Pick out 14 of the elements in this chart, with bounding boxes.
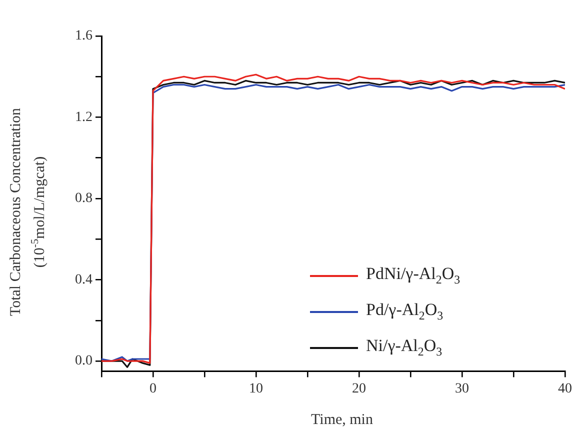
y-tick-label: 0.4 [75,272,92,288]
x-tick-label: 30 [455,381,469,396]
legend-label: PdNi/γ-Al$_{2}$O$_{3}$ [366,264,460,288]
y-tick-label: 0.0 [75,354,92,369]
x-tick-label: 0 [150,381,156,396]
y-tick-label: 1.2 [75,110,92,125]
y-tick-label: 0.8 [75,191,92,206]
x-tick-label: 40 [558,381,572,396]
x-axis-title: Time, min [311,412,373,429]
x-tick-label: 10 [249,381,263,396]
y-tick-label: 1.6 [75,28,92,44]
x-tick-label: 20 [352,381,366,396]
legend-label: Ni/γ-Al$_{2}$O$_{3}$ [366,336,442,360]
legend-label: Pd/γ-Al$_{2}$O$_{3}$ [366,300,444,324]
